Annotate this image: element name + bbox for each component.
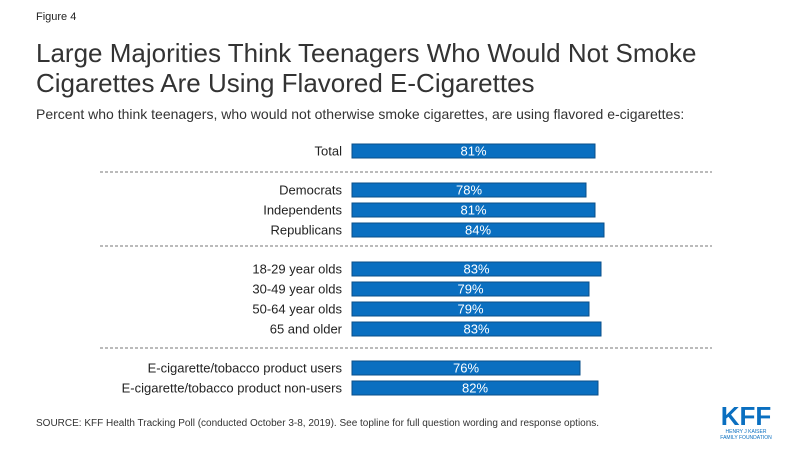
category-label: Total [315,144,343,159]
bar [351,261,602,277]
data-label: 76% [453,361,479,376]
bar [351,222,605,238]
category-label: E-cigarette/tobacco product non-users [122,381,343,396]
figure-label: Figure 4 [36,11,77,23]
bar [351,301,590,317]
chart-title: Large Majorities Think Teenagers Who Wou… [36,38,697,98]
category-label: 18-29 year olds [252,262,342,277]
category-label: Independents [263,203,342,218]
bar [351,202,596,218]
data-label: 83% [463,262,489,277]
data-label: 82% [462,381,488,396]
bar [351,380,599,396]
data-label: 84% [465,223,491,238]
data-label: 78% [456,183,482,198]
source-note: SOURCE: KFF Health Tracking Poll (conduc… [36,418,600,429]
data-label: 83% [463,322,489,337]
bar [351,281,590,297]
bar-chart: Total 81% Democrats 78% Independents 81% Repub… [100,143,712,396]
bar [351,321,602,337]
logo-line1: HENRY J KAISER [726,429,767,435]
bar [351,143,596,159]
category-label: 30-49 year olds [252,282,342,297]
kff-logo: KFF HENRY J KAISER FAMILY FOUNDATION [720,401,772,441]
bar [351,182,587,198]
chart-subtitle: Percent who think teenagers, who would n… [36,106,685,122]
category-label: E-cigarette/tobacco product users [148,361,343,376]
data-label: 79% [457,302,483,317]
data-label: 79% [457,282,483,297]
bar [351,360,581,376]
category-label: Republicans [270,223,342,238]
logo-text: KFF [721,401,772,431]
logo-line2: FAMILY FOUNDATION [720,435,772,441]
category-label: 50-64 year olds [252,302,342,317]
category-label: 65 and older [270,322,343,337]
data-label: 81% [460,203,486,218]
data-label: 81% [460,144,486,159]
category-label: Democrats [279,183,342,198]
